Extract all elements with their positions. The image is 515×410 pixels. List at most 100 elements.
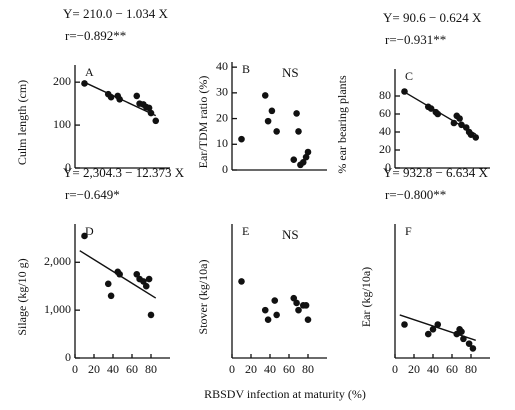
correlation: r=−0.800**: [385, 187, 446, 202]
panel-label: F: [405, 224, 412, 238]
point: [152, 117, 160, 125]
x-tick-label: 0: [229, 362, 235, 376]
y-tick-label: 10: [216, 136, 228, 150]
point: [264, 117, 272, 125]
x-tick-label: 40: [107, 362, 119, 376]
panel-label: B: [242, 62, 250, 76]
point: [434, 110, 442, 118]
point: [424, 330, 432, 338]
y-axis-title: Silage (kg/10 g): [15, 258, 29, 335]
y-tick-label: 20: [216, 110, 228, 124]
y-tick-label: 40: [216, 59, 228, 73]
y-tick-label: 0: [385, 160, 391, 174]
point: [261, 306, 269, 314]
point: [104, 280, 112, 288]
y-tick-label: 200: [53, 74, 71, 88]
y-tick-label: 1,000: [44, 302, 71, 316]
point: [290, 294, 298, 302]
y-axis-title: Stover (kg/10a): [196, 260, 210, 335]
x-tick-label: 40: [264, 362, 276, 376]
point: [147, 311, 155, 319]
x-tick-label: 40: [427, 362, 439, 376]
point: [264, 316, 272, 324]
point: [81, 232, 88, 240]
x-tick-label: 60: [446, 362, 458, 376]
y-tick-label: 30: [216, 85, 228, 99]
point: [465, 340, 473, 347]
y-tick-label: 0: [65, 350, 71, 364]
point: [429, 325, 437, 333]
point: [304, 316, 312, 324]
x-tick-label: 80: [145, 362, 157, 376]
panel-label: D: [85, 224, 94, 238]
equation: Y= 932.8 − 6.634 X: [383, 165, 489, 180]
y-tick-label: 20: [379, 142, 391, 156]
point: [268, 107, 276, 115]
point: [133, 92, 141, 100]
correlation: r=−0.892**: [65, 28, 126, 43]
panel-label: E: [242, 224, 249, 238]
point: [290, 156, 298, 164]
y-axis-title: % ear bearing plants: [335, 75, 349, 174]
x-tick-label: 80: [302, 362, 314, 376]
point: [238, 135, 245, 143]
point: [81, 80, 88, 87]
panel-label: A: [85, 65, 94, 79]
x-tick-label: 0: [392, 362, 398, 376]
correlation: r=−0.649*: [65, 187, 120, 202]
correlation: r=−0.931**: [385, 32, 446, 47]
point: [293, 299, 300, 307]
point: [401, 321, 408, 328]
y-axis-title: Ear/TDM ratio (%): [196, 76, 210, 169]
annotation: NS: [282, 65, 299, 80]
x-tick-label: 20: [88, 362, 100, 376]
y-tick-label: 0: [222, 162, 228, 176]
point: [302, 153, 310, 161]
point: [450, 119, 458, 127]
point: [116, 96, 123, 103]
point: [116, 270, 123, 278]
y-tick-label: 2,000: [44, 254, 71, 268]
y-tick-label: 0: [65, 160, 71, 174]
y-tick-label: 100: [53, 117, 71, 131]
x-tick-label: 60: [126, 362, 138, 376]
equation: Y= 2,304.3 − 12.373 X: [63, 165, 185, 180]
point: [295, 306, 302, 314]
point: [434, 321, 442, 328]
panel-label: C: [405, 69, 413, 83]
point: [238, 278, 245, 285]
point: [145, 104, 153, 112]
point: [302, 302, 310, 309]
y-tick-label: 80: [379, 88, 391, 102]
equation: Y= 90.6 − 0.624 X: [383, 10, 482, 25]
point: [133, 270, 141, 278]
point: [140, 278, 147, 285]
point: [401, 88, 408, 95]
point: [304, 148, 312, 156]
y-tick-label: 60: [379, 106, 391, 120]
point: [293, 110, 300, 117]
annotation: NS: [282, 227, 299, 242]
y-axis-title: Ear (kg/10a): [359, 267, 373, 327]
x-tick-label: 80: [465, 362, 477, 376]
point: [469, 345, 477, 352]
point: [427, 105, 435, 112]
y-tick-label: 40: [379, 124, 391, 138]
x-tick-label: 60: [283, 362, 295, 376]
point: [295, 128, 302, 135]
point: [273, 128, 280, 135]
x-tick-label: 0: [72, 362, 78, 376]
point: [299, 158, 307, 166]
x-axis-title: RBSDV infection at maturity (%): [204, 387, 366, 401]
point: [460, 335, 467, 343]
x-tick-label: 20: [408, 362, 420, 376]
point: [107, 292, 115, 300]
point: [271, 297, 279, 304]
point: [142, 282, 150, 290]
x-tick-label: 20: [245, 362, 257, 376]
point: [273, 311, 280, 319]
point: [145, 275, 153, 283]
y-axis-title: Culm length (cm): [15, 80, 29, 165]
point: [472, 134, 480, 141]
